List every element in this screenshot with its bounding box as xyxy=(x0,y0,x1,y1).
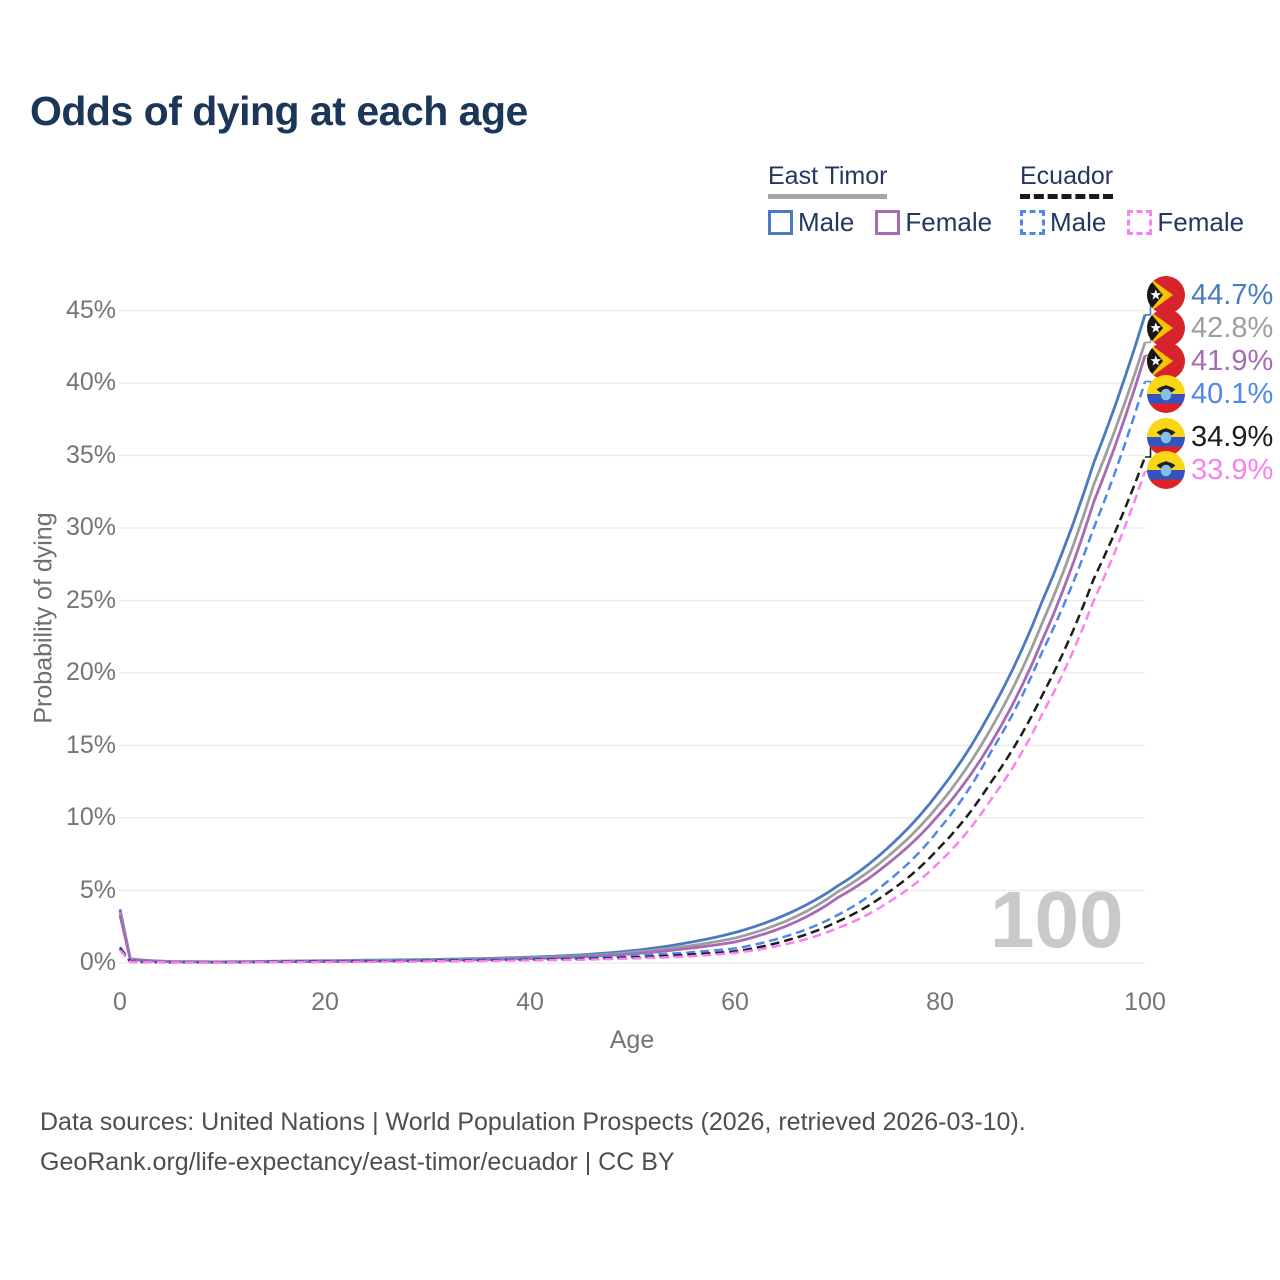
y-tick-label: 45% xyxy=(65,295,116,324)
end-label-east-timor-male: 44.7% xyxy=(1147,275,1274,314)
x-tick-label: 100 xyxy=(1124,988,1166,1016)
legend-item-label: Female xyxy=(1157,207,1245,237)
legend-swatch-icon xyxy=(1020,210,1045,235)
legend-line-style-dashed xyxy=(1020,194,1114,199)
legend-item-label: Male xyxy=(798,207,855,237)
legend-header-east-timor: East Timor xyxy=(768,162,888,199)
east-timor-flag-icon xyxy=(1147,308,1185,347)
end-label-ecuador-female: 33.9% xyxy=(1147,450,1274,489)
end-value: 33.9% xyxy=(1191,453,1274,486)
east-timor-flag-icon xyxy=(1147,341,1185,380)
legend-item-ecuador-female[interactable]: Female xyxy=(1127,207,1244,238)
y-tick-label: 10% xyxy=(65,803,116,831)
page-title: Odds of dying at each age xyxy=(30,88,528,134)
end-label-east-timor-female: 41.9% xyxy=(1147,341,1274,380)
y-tick-label: 5% xyxy=(79,875,116,904)
series-line-ecuador-male xyxy=(118,381,1147,964)
x-tick-label: 20 xyxy=(311,988,339,1016)
x-axis-title: Age xyxy=(609,1026,655,1054)
ecuador-flag-icon xyxy=(1147,374,1185,413)
y-tick-label: 35% xyxy=(65,440,116,469)
legend-header-ecuador: Ecuador xyxy=(1020,162,1114,199)
y-axis-title: Probability of dying xyxy=(29,512,58,724)
y-tick-label: 20% xyxy=(65,658,116,686)
legend-item-label: Female xyxy=(905,207,993,237)
legend-item-label: Male xyxy=(1050,207,1107,237)
legend-swatch-icon xyxy=(875,210,901,235)
end-value: 42.8% xyxy=(1191,311,1274,344)
x-tick-label: 40 xyxy=(516,988,544,1016)
series-line-east-timor-female xyxy=(118,355,1147,964)
y-tick-label: 15% xyxy=(65,730,116,759)
legend-swatch-icon xyxy=(768,210,793,235)
x-tick-label: 60 xyxy=(721,988,749,1016)
legend-item-east-timor-female[interactable]: Female xyxy=(875,207,992,238)
legend-item-ecuador-male[interactable]: Male xyxy=(1020,207,1106,238)
attribution-text: GeoRank.org/life-expectancy/east-timor/e… xyxy=(40,1148,675,1176)
data-sources-text: Data sources: United Nations | World Pop… xyxy=(40,1108,1026,1136)
end-label-ecuador-male: 40.1% xyxy=(1147,374,1274,413)
end-label-east-timor-both-sexes: 42.8% xyxy=(1147,308,1274,347)
series-line-ecuador-female xyxy=(119,471,1147,964)
y-tick-label: 40% xyxy=(65,368,116,396)
legend-group-name: Ecuador xyxy=(1020,162,1114,190)
legend-group-name: East Timor xyxy=(768,162,888,190)
series-line-east-timor-male xyxy=(118,314,1147,964)
end-value: 40.1% xyxy=(1191,377,1274,410)
legend-swatch-icon xyxy=(1127,210,1153,235)
east-timor-flag-icon xyxy=(1147,275,1185,314)
legend-group-ecuador: Ecuador Male Female xyxy=(1020,162,1265,238)
ecuador-flag-icon xyxy=(1147,450,1185,489)
y-tick-label: 25% xyxy=(65,585,116,614)
series-line-east-timor-both-sexes xyxy=(118,341,1147,964)
x-tick-label: 0 xyxy=(113,988,127,1016)
end-value: 34.9% xyxy=(1191,420,1274,453)
end-value: 44.7% xyxy=(1191,278,1274,311)
end-value: 41.9% xyxy=(1191,344,1274,377)
x-tick-label: 80 xyxy=(926,988,954,1016)
y-tick-label: 0% xyxy=(79,948,116,976)
legend-line-style-solid xyxy=(768,194,888,199)
legend-item-east-timor-male[interactable]: Male xyxy=(768,207,854,238)
legend-group-east-timor: East Timor Male Female xyxy=(768,162,1013,238)
age-watermark: 100 xyxy=(990,875,1124,964)
y-tick-label: 30% xyxy=(65,513,116,541)
